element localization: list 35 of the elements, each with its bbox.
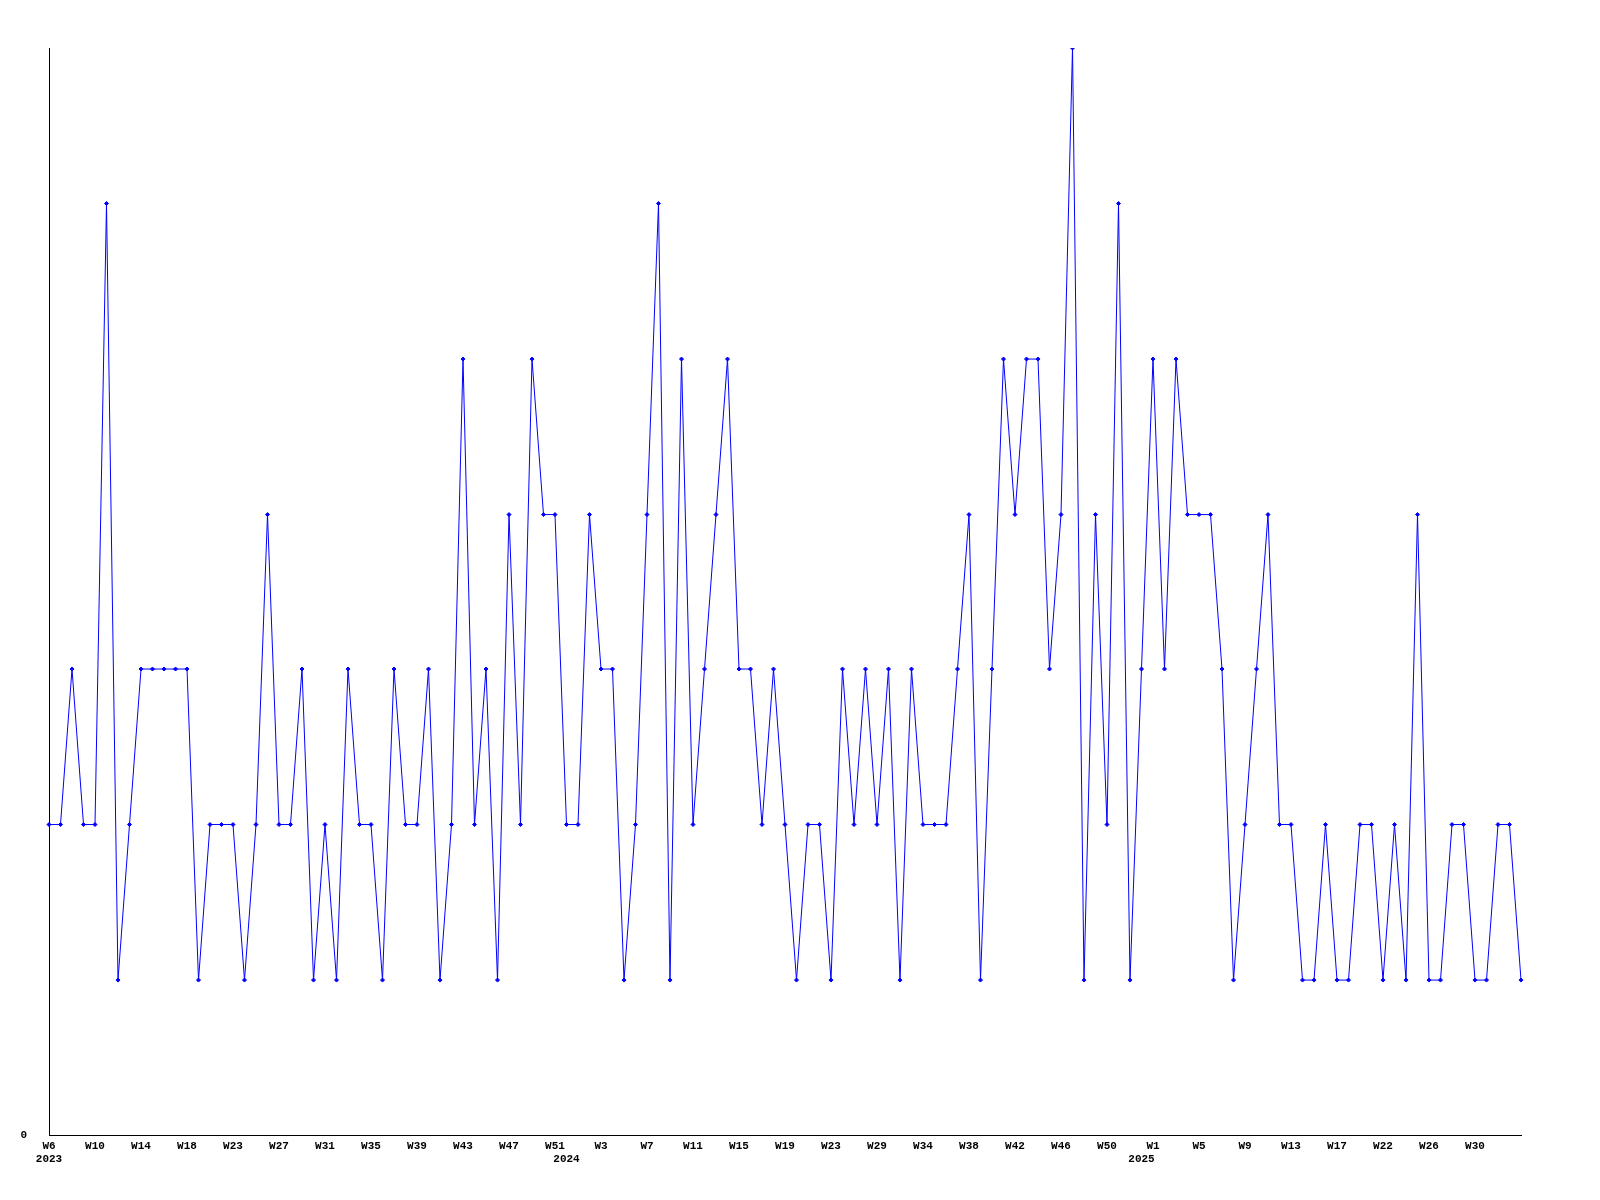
x-tick-label: W17 — [1327, 1139, 1347, 1152]
x-tick-label: W10 — [85, 1139, 105, 1152]
x-tick-label: W22 — [1373, 1139, 1393, 1152]
x-tick-label: W11 — [683, 1139, 704, 1152]
x-tick-label: W3 — [594, 1139, 608, 1152]
x-tick-label: W7 — [640, 1139, 654, 1152]
x-tick-label: W23 — [821, 1139, 842, 1152]
x-tick-label: W35 — [361, 1139, 382, 1152]
x-tick-label: W13 — [1281, 1139, 1302, 1152]
x-tick-label: W30 — [1465, 1139, 1485, 1152]
x-tick-label: W1 — [1146, 1139, 1160, 1152]
x-tick-label: W46 — [1051, 1139, 1071, 1152]
x-tick-label: W5 — [1192, 1139, 1206, 1152]
text: 0 — [20, 1129, 27, 1142]
x-tick-label: W34 — [913, 1139, 934, 1152]
x-tick-label: W9 — [1238, 1139, 1252, 1152]
x-tick-label: W31 — [315, 1139, 336, 1152]
x-tick-label: W23 — [223, 1139, 244, 1152]
x-tick-label: W27 — [269, 1139, 289, 1152]
x-tick-label: W19 — [775, 1139, 795, 1152]
x-tick-label: W43 — [453, 1139, 474, 1152]
x-tick-label: W50 — [1097, 1139, 1117, 1152]
x-tick-label: W47 — [499, 1139, 519, 1152]
x-tick-label: W6 2023 — [35, 1139, 63, 1166]
x-tick-label: W38 — [959, 1139, 980, 1152]
x-tick-label: W18 — [177, 1139, 198, 1152]
x-tick-label: 2024 — [553, 1153, 581, 1166]
x-tick-label: W42 — [1005, 1139, 1025, 1152]
x-tick-label: W14 — [131, 1139, 152, 1152]
x-tick-label: W51 — [545, 1139, 566, 1152]
x-tick-label: W26 — [1419, 1139, 1439, 1152]
x-tick-label: W29 — [867, 1139, 887, 1152]
x-tick-label: W39 — [407, 1139, 427, 1152]
x-tick-label: 2025 — [1128, 1153, 1156, 1166]
x-tick-label: W15 — [729, 1139, 750, 1152]
